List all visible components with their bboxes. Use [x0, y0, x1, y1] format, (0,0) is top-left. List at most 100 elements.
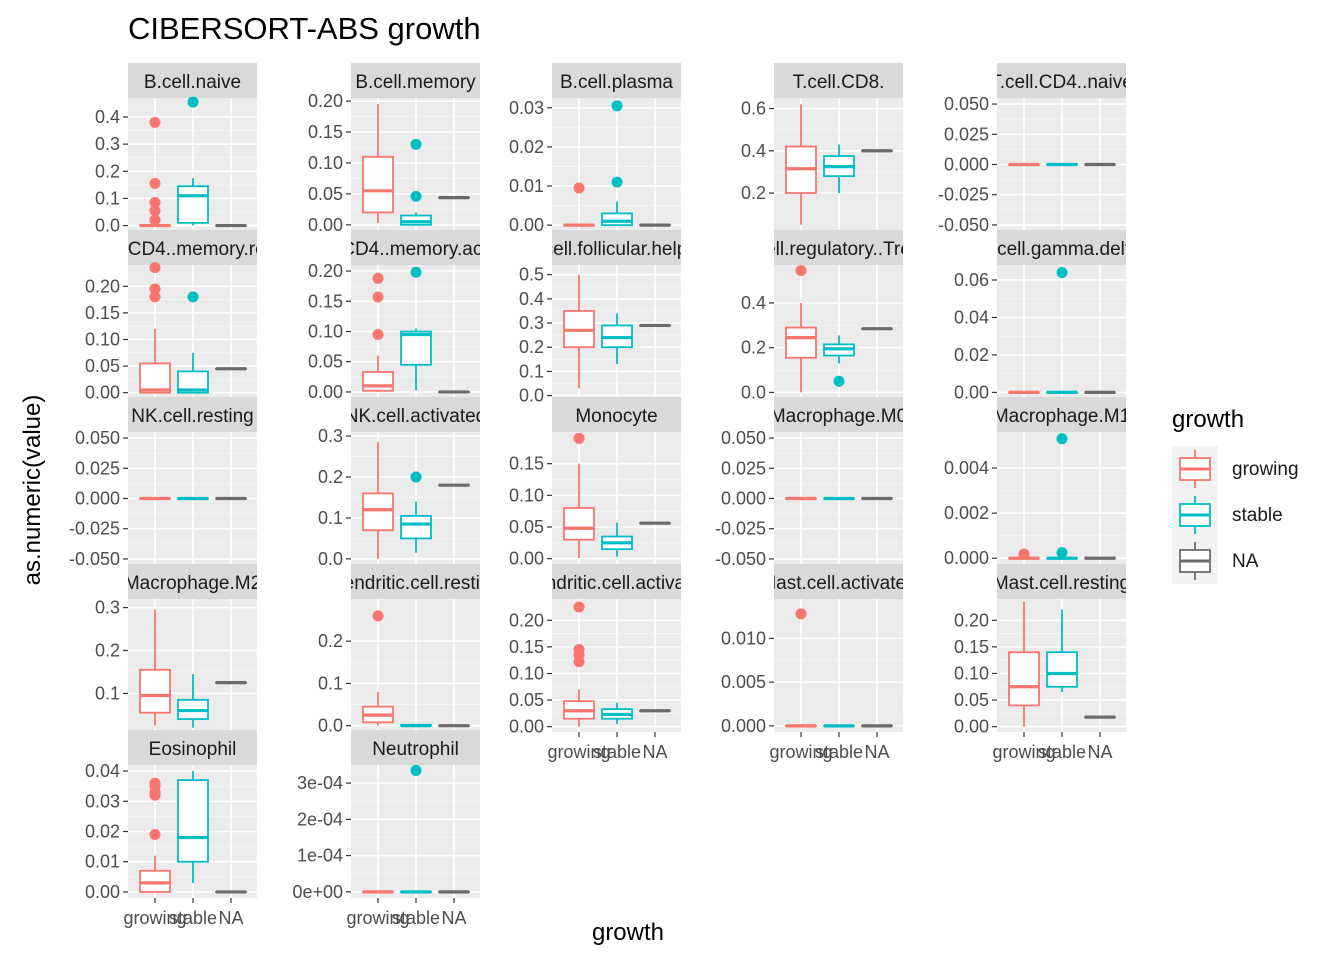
facet-strip — [997, 63, 1126, 98]
facet-label: Eosinophil — [149, 739, 237, 760]
box-stable — [601, 702, 633, 725]
y-tick-label: 0.01 — [85, 852, 120, 872]
outlier-point — [795, 265, 807, 277]
x-tick-label: NA — [1087, 742, 1112, 762]
y-tick-label: 0.06 — [954, 270, 989, 290]
y-tick-label: 0.00 — [509, 215, 544, 235]
outlier-point — [410, 471, 422, 483]
box-growing — [362, 104, 394, 223]
y-tick-label: 0.025 — [944, 124, 989, 144]
facet-panel: T.cell.gamma.delta 0.00 0.02 0.04 0.06 — [954, 230, 1126, 402]
outlier-point — [410, 138, 422, 150]
facet-panel: Dendritic.cell.activated 0.00 0.05 0.10 0.15… — [509, 564, 681, 762]
outlier-point — [611, 100, 623, 112]
box-growing — [139, 262, 171, 394]
outlier-point — [149, 214, 161, 226]
outlier-point — [410, 266, 422, 278]
x-tick-label: growing — [547, 742, 610, 762]
y-tick-label: -0.025 — [69, 519, 120, 539]
box-iqr — [177, 370, 209, 394]
box-stable — [601, 100, 633, 227]
outlier-point — [149, 178, 161, 189]
y-tick-label: 0.2 — [741, 183, 766, 203]
box-stable — [177, 291, 209, 394]
facet-panel: T.cell.follicular.helper 0.0 0.1 0.2 0.3 0.4 0… — [519, 230, 681, 406]
outlier-point — [1018, 548, 1030, 560]
chart-title: CIBERSORT-ABS growth — [128, 11, 481, 46]
box-iqr — [601, 212, 633, 227]
facet-panel: B.cell.plasma 0.00 0.01 0.02 0.03 — [509, 63, 681, 235]
legend: growth growing stable NA — [1172, 406, 1299, 584]
y-tick-label: 0.00 — [509, 717, 544, 737]
box-iqr — [177, 185, 209, 224]
y-tick-label: -0.025 — [715, 519, 766, 539]
y-tick-label: -0.050 — [938, 215, 989, 235]
y-tick-label: -0.050 — [69, 549, 120, 569]
box-growing — [785, 104, 817, 225]
y-tick-label: 0.15 — [85, 303, 120, 323]
legend-title: growth — [1172, 406, 1244, 433]
y-tick-label: 0.1 — [318, 673, 343, 693]
facet-strip — [774, 397, 903, 432]
outlier-point — [149, 829, 161, 841]
outlier-point — [149, 789, 161, 801]
legend-label: growing — [1232, 459, 1299, 480]
box-stable — [400, 723, 432, 728]
y-tick-label: 0.3 — [95, 598, 120, 618]
y-tick-label: 0.10 — [509, 663, 544, 683]
box-growing — [139, 609, 171, 726]
facet-strip — [774, 230, 903, 265]
y-tick-label: 0.3 — [519, 313, 544, 333]
y-tick-label: 0.15 — [509, 637, 544, 657]
facet-label: T.cell.CD4..memory.resting — [79, 239, 306, 260]
outlier-point — [372, 329, 384, 341]
outlier-point — [149, 262, 161, 274]
y-tick-label: 0.00 — [954, 382, 989, 402]
outlier-point — [611, 176, 623, 188]
facet-label: NK.cell.activated — [345, 406, 487, 427]
y-tick-label: 0.004 — [944, 458, 989, 478]
x-tick-label: NA — [218, 908, 243, 928]
y-tick-label: 0.05 — [509, 690, 544, 710]
box-stable — [1046, 433, 1078, 560]
outlier-point — [372, 272, 384, 284]
y-tick-label: 0.15 — [308, 122, 343, 142]
facet-strip — [351, 63, 480, 98]
facet-panel: T.cell.CD4..memory.activated 0.00 0.05 0.10… — [308, 230, 480, 402]
y-tick-label: 0.1 — [95, 683, 120, 703]
y-tick-label: 0.20 — [85, 276, 120, 296]
facet-label: Macrophage.M2 — [124, 573, 261, 594]
y-tick-label: 0.0 — [318, 716, 343, 736]
box-growing — [362, 610, 394, 726]
x-tick-label: stable — [1038, 742, 1086, 762]
facet-label: B.cell.memory — [355, 72, 476, 93]
box-iqr — [400, 514, 432, 540]
facet-panel: B.cell.naive 0.0 0.1 0.2 0.3 0.4 — [95, 63, 257, 236]
facet-label: T.cell.regulatory..Tregs. — [741, 239, 936, 260]
facet-strip — [774, 63, 903, 98]
x-tick-label: NA — [642, 742, 667, 762]
facet-strip — [997, 230, 1126, 265]
box-stable — [177, 96, 209, 226]
facet-label: B.cell.plasma — [560, 72, 673, 93]
facet-label: Mast.cell.resting — [993, 573, 1130, 594]
box-stable — [177, 674, 209, 728]
outlier-point — [149, 197, 161, 208]
y-tick-label: 0.10 — [308, 153, 343, 173]
outlier-point — [573, 601, 585, 613]
box-growing — [563, 432, 595, 559]
box-growing — [139, 777, 171, 893]
facet-panel: Eosinophil 0.00 0.01 0.02 0.03 0.04 growingsta… — [85, 730, 257, 928]
facet-strip — [774, 564, 903, 599]
legend-label: stable — [1232, 505, 1283, 526]
box-growing — [563, 182, 595, 227]
box-stable — [400, 138, 432, 226]
y-tick-label: 0.20 — [954, 610, 989, 630]
y-tick-label: 0.000 — [721, 716, 766, 736]
y-tick-label: 0.5 — [519, 265, 544, 285]
y-tick-label: 0.3 — [318, 426, 343, 446]
x-tick-label: growing — [992, 742, 1055, 762]
facet-label: Neutrophil — [372, 739, 459, 760]
x-tick-label: NA — [441, 908, 466, 928]
